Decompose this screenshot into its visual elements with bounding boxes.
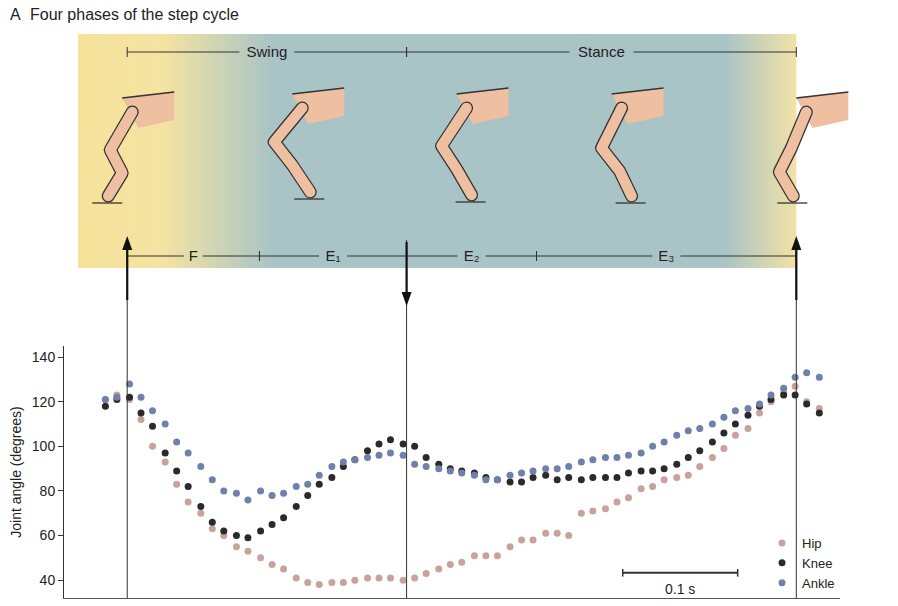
svg-text:60: 60 [40,527,56,543]
svg-text:100: 100 [32,438,56,454]
svg-text:Joint angle (degrees): Joint angle (degrees) [8,406,24,538]
svg-text:Ankle: Ankle [802,576,835,591]
svg-text:E₁: E₁ [325,247,340,264]
svg-text:E₂: E₂ [464,247,480,264]
svg-text:A: A [10,6,21,23]
svg-text:40: 40 [40,572,56,588]
svg-text:0.1 s: 0.1 s [665,581,695,597]
svg-text:80: 80 [40,483,56,499]
svg-text:120: 120 [32,394,56,410]
svg-text:Hip: Hip [802,536,822,551]
svg-text:Swing: Swing [246,43,287,60]
svg-text:F: F [189,247,198,264]
svg-text:Knee: Knee [802,556,832,571]
svg-text:Stance: Stance [578,43,625,60]
svg-text:E₃: E₃ [658,247,674,264]
svg-text:Four phases of the step cycle: Four phases of the step cycle [30,6,239,23]
svg-text:140: 140 [32,349,56,365]
